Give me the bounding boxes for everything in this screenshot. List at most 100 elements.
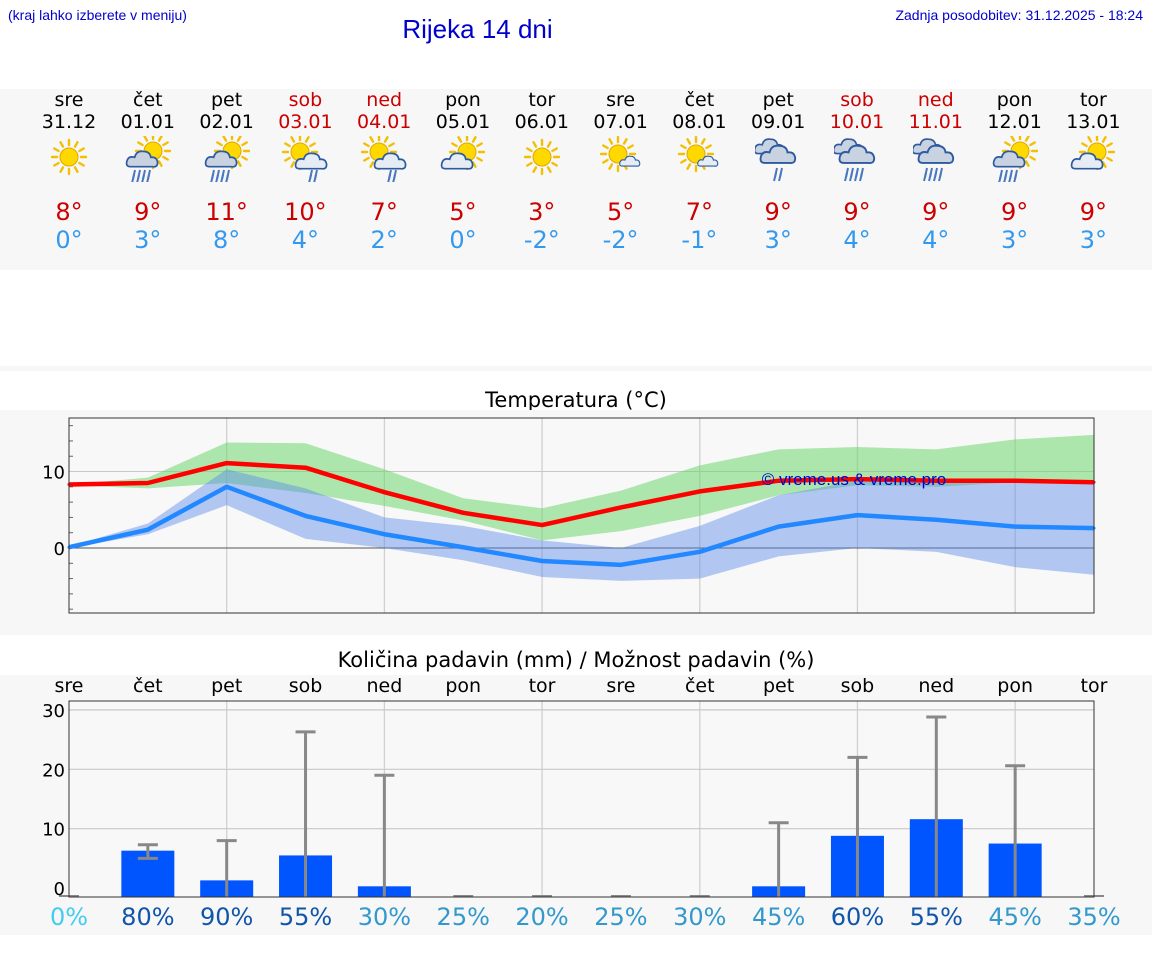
day-date: 13.01 xyxy=(1066,111,1121,133)
day-name: pon xyxy=(996,89,1033,111)
x-tick-label: sob xyxy=(288,675,323,697)
cloud-light-rain-icon xyxy=(753,136,801,182)
temp-min: 4° xyxy=(922,226,950,254)
temp-max: 10° xyxy=(284,198,327,226)
forecast-day: pon 12.01 9° 3° xyxy=(975,89,1055,254)
temp-min: 3° xyxy=(764,226,792,254)
day-date: 05.01 xyxy=(435,111,491,133)
data-point xyxy=(225,461,229,465)
forecast-day: sob 10.01 9° 4° xyxy=(817,89,897,254)
data-point xyxy=(1013,525,1017,529)
data-point xyxy=(855,513,859,517)
x-tick-label: ned xyxy=(918,675,955,697)
temp-max: 5° xyxy=(606,198,635,226)
x-tick-label: sre xyxy=(606,675,636,697)
day-date: 09.01 xyxy=(750,111,806,133)
cloud-rain-icon xyxy=(832,136,880,182)
precip-probability: 90% xyxy=(200,903,254,931)
data-point xyxy=(461,545,465,549)
sun-cloud-rain-icon xyxy=(204,132,250,184)
cloud-glyph xyxy=(295,152,328,170)
data-point xyxy=(304,514,308,518)
x-tick-label: pet xyxy=(211,675,243,697)
temperature-chart-title: Temperatura (°C) xyxy=(485,388,667,412)
temp-min: -2° xyxy=(602,226,639,254)
data-point xyxy=(934,518,938,522)
sun-glyph xyxy=(523,138,560,176)
data-point xyxy=(619,563,623,567)
forecast-day: tor 13.01 9° 3° xyxy=(1053,89,1133,254)
temp-band-max xyxy=(69,434,1094,541)
temp-min: 2° xyxy=(370,226,398,254)
temp-max: 7° xyxy=(685,198,714,226)
temp-max: 9° xyxy=(1079,198,1108,226)
precip-probability: 45% xyxy=(751,903,806,931)
temp-min: 8° xyxy=(212,226,241,254)
day-name: čet xyxy=(133,89,163,111)
data-point xyxy=(540,559,544,563)
precip-probability: 30% xyxy=(673,903,727,931)
last-updated: Zadnja posodobitev: 31.12.2025 - 18:24 xyxy=(895,7,1143,23)
y-tick-label: 30 xyxy=(42,701,65,722)
cloud-glyph xyxy=(1071,152,1104,170)
forecast-day: čet 01.01 9° 3° xyxy=(108,89,188,254)
precip-probability: 25% xyxy=(594,903,648,931)
cloud-glyph xyxy=(697,155,719,167)
data-point xyxy=(777,525,781,529)
temp-max: 9° xyxy=(134,198,162,226)
x-tick-label: tor xyxy=(1080,675,1108,697)
cloud-glyph xyxy=(759,144,797,164)
day-date: 06.01 xyxy=(514,111,569,133)
precip-probability: 35% xyxy=(1067,903,1121,931)
x-tick-label: sre xyxy=(54,675,84,697)
forecast-day: čet 08.01 7° -1° xyxy=(659,89,739,254)
precip-probability: 60% xyxy=(830,903,885,931)
day-name: sob xyxy=(288,89,323,111)
data-point xyxy=(777,479,781,483)
precip-probability: 20% xyxy=(515,903,569,931)
precip-probability: 0% xyxy=(49,903,89,931)
x-tick-label: pon xyxy=(997,675,1033,697)
x-tick-label: čet xyxy=(684,675,715,697)
forecast-day: ned 04.01 7° 2° xyxy=(344,89,424,254)
x-tick-label: ned xyxy=(366,675,403,697)
day-name: sre xyxy=(606,89,636,111)
temp-min: 0° xyxy=(449,226,477,254)
temp-band-min xyxy=(69,469,1094,581)
plot-frame xyxy=(68,417,1095,614)
day-date: 10.01 xyxy=(829,111,885,133)
plot-frame xyxy=(68,700,1095,898)
day-name: tor xyxy=(1079,89,1107,111)
data-point xyxy=(146,481,150,485)
sun-cloud-icon xyxy=(1070,133,1116,182)
sun-cloud-light-rain-icon xyxy=(360,133,407,184)
temp-max: 9° xyxy=(764,198,792,226)
cloud-rain-icon xyxy=(911,136,959,182)
day-date: 08.01 xyxy=(672,111,727,133)
x-tick-label: tor xyxy=(528,675,556,697)
temp-min: 4° xyxy=(843,226,871,254)
data-point xyxy=(855,477,859,481)
day-date: 07.01 xyxy=(593,111,648,133)
temp-min: 0° xyxy=(55,226,83,254)
sun-cloud-icon xyxy=(440,133,486,182)
temp-max: 9° xyxy=(843,198,871,226)
day-date: 03.01 xyxy=(278,111,333,133)
data-point xyxy=(225,485,229,489)
forecast-day: ned 11.01 9° 4° xyxy=(896,89,976,254)
y-tick-label: 10 xyxy=(42,463,65,484)
cloud-glyph xyxy=(618,155,640,167)
data-point xyxy=(934,479,938,483)
day-name: tor xyxy=(528,89,556,111)
temp-min: -2° xyxy=(523,226,560,254)
y-tick-label: 0 xyxy=(54,879,65,900)
menu-hint[interactable]: (kraj lahko izberete v meniju) xyxy=(8,7,187,23)
temp-min: 3° xyxy=(1000,226,1029,254)
day-date: 04.01 xyxy=(356,111,412,133)
forecast-day: sre 07.01 5° -2° xyxy=(581,89,661,254)
y-tick-label: 0 xyxy=(54,539,65,560)
precip-probability: 55% xyxy=(909,903,963,931)
cloud-glyph xyxy=(373,152,407,170)
